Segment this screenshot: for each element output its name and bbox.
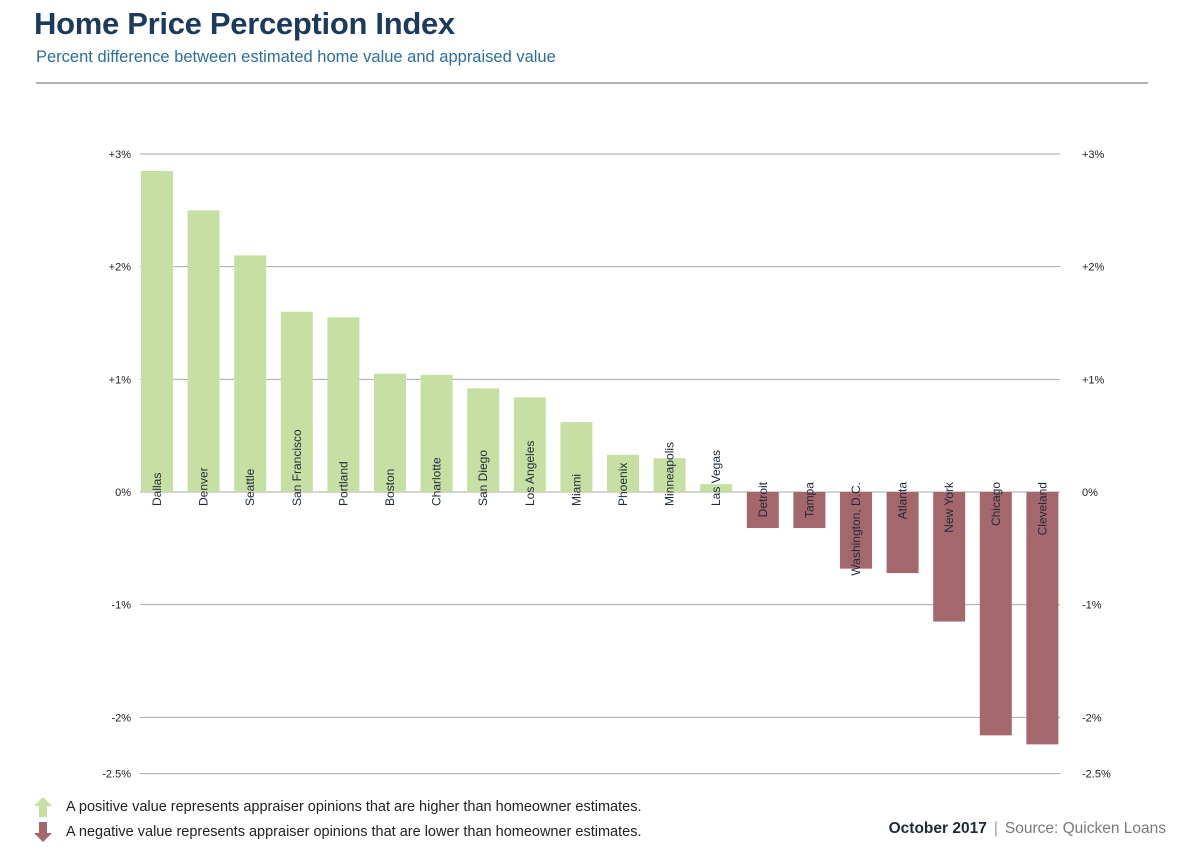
category-label: Los Angeles [523,441,537,506]
category-label: Chicago [989,482,1003,526]
bar [234,255,267,492]
bar [886,492,919,574]
header-divider [36,82,1148,84]
y-tick-label-left: -2% [111,712,131,724]
category-label: Dallas [150,473,164,506]
bar [280,311,313,492]
bar [653,458,686,492]
y-tick-label-left: +1% [109,374,132,386]
tick-labels: +3% +3% +2% +2% +1% +1% 0% 0% -1% -1% -2% -2% -2.5% -… [102,149,1111,781]
bar [933,492,966,622]
chart-title: Home Price Perception Index [34,6,455,41]
gridlines [140,153,1060,775]
bar [793,492,826,529]
bar [700,484,733,492]
bar [467,388,500,492]
y-tick-label-left: -1% [111,600,131,612]
bars [141,170,1059,745]
category-label: Charlotte [430,457,444,506]
bar [979,492,1012,736]
legend-positive-text: A positive value represents appraiser op… [66,798,642,815]
legend-negative: A negative value represents appraiser op… [34,819,642,844]
y-tick-label-left: -2.5% [102,769,131,781]
bar [840,492,872,569]
category-label: Portland [336,461,350,506]
category-label: Phoenix [616,463,630,506]
bar [1026,492,1059,745]
bar [327,317,360,492]
category-label: Seattle [243,468,257,506]
y-tick-label-left: 0% [115,487,131,499]
y-tick-label-right: 0% [1082,487,1098,499]
category-label: Las Vegas [709,450,723,506]
bar [746,492,779,529]
y-tick-label-right: -2.5% [1082,769,1111,781]
bar-chart: Dallas Denver Seattle San Francisco Portland… [102,149,1111,781]
legend-positive: A positive value represents appraiser op… [34,794,642,819]
y-tick-label-right: +2% [1082,262,1105,274]
y-tick-label-right: -2% [1082,712,1102,724]
bar [187,210,220,493]
y-tick-label-right: +1% [1082,374,1105,386]
category-label: Washington, D.C. [849,482,863,576]
bar [420,374,453,492]
category-label: Miami [569,474,583,506]
legend: A positive value represents appraiser op… [34,794,642,844]
category-label: Cleveland [1035,482,1049,535]
category-label: New York [942,481,956,533]
footer-source: Source: Quicken Loans [1004,820,1166,837]
category-label: Boston [383,469,397,506]
bar [513,397,546,492]
y-tick-label-right: +3% [1082,149,1105,161]
y-tick-label-left: +3% [109,149,132,161]
y-tick-label-right: -1% [1082,600,1102,612]
category-label: Denver [197,467,211,506]
bar [560,422,593,492]
y-tick-label-left: +2% [109,262,132,274]
bar [607,454,639,492]
category-labels: Dallas Denver Seattle San Francisco Portland… [150,429,1049,576]
category-label: San Francisco [290,429,304,506]
category-label: Detroit [756,481,770,517]
category-label: San Diego [476,450,490,506]
up-arrow-icon [34,796,52,817]
category-label: Minneapolis [663,442,677,506]
chart-subtitle: Percent difference between estimated hom… [36,48,556,66]
legend-negative-text: A negative value represents appraiser op… [66,823,642,840]
category-label: Atlanta [896,482,910,520]
bar [141,170,173,492]
footer-separator: | [993,820,998,837]
bar [374,373,406,492]
footer-date: October 2017 [888,820,987,837]
category-label: Tampa [802,482,816,518]
footer: October 2017 | Source: Quicken Loans [889,820,1166,838]
down-arrow-icon [34,821,52,842]
